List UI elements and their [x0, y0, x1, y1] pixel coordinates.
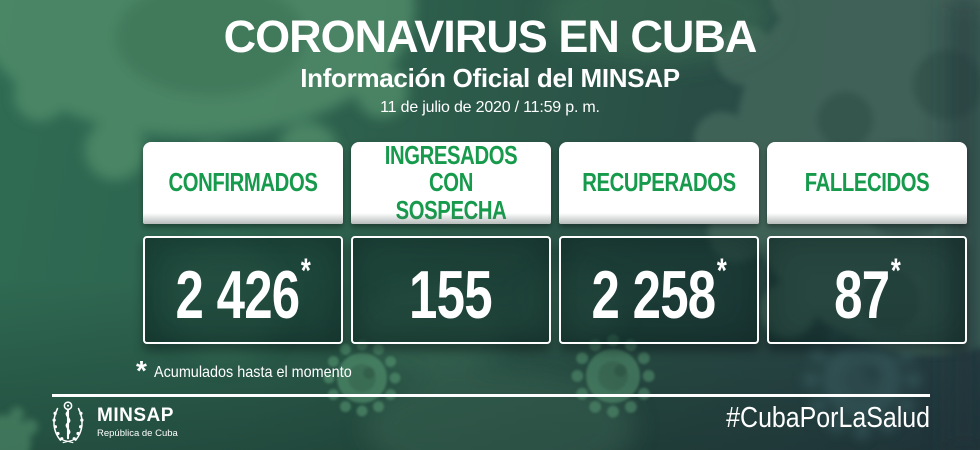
footnote-text: Acumulados hasta el momento: [153, 364, 352, 381]
stat-card-header: RECUPERADOS: [559, 142, 759, 224]
stat-label: FALLECIDOS: [804, 167, 930, 198]
logo-subtitle: República de Cuba: [97, 427, 178, 439]
stat-value-panel: 155: [351, 236, 551, 344]
logo-name: MINSAP: [97, 404, 174, 426]
hashtag: #CubaPorLaSalud: [726, 402, 930, 434]
minsap-caduceus-icon: [52, 401, 84, 444]
footer-divider: [52, 394, 930, 397]
page-subtitle: Información Oficial del MINSAP: [300, 62, 680, 93]
stats-row: CONFIRMADOS 2 426 * INGRESADOS CON SOSPE…: [143, 140, 967, 344]
stat-card-recuperados: RECUPERADOS 2 258 *: [559, 142, 759, 344]
stat-card-ingresados: INGRESADOS CON SOSPECHA 155: [351, 140, 551, 344]
asterisk-mark: *: [300, 252, 311, 291]
minsap-logo: MINSAP República de Cuba: [48, 400, 178, 444]
asterisk-mark: *: [890, 252, 901, 291]
stat-value-panel: 2 258 *: [559, 236, 759, 344]
asterisk-mark: *: [136, 355, 147, 386]
stat-label: RECUPERADOS: [582, 167, 736, 198]
stat-card-header: INGRESADOS CON SOSPECHA: [351, 140, 551, 225]
stat-value: 2 258: [591, 257, 716, 334]
stat-label: CONFIRMADOS: [168, 167, 318, 198]
stat-card-header: FALLECIDOS: [767, 142, 967, 224]
asterisk-mark: *: [716, 252, 727, 291]
stat-card-fallecidos: FALLECIDOS 87 *: [767, 142, 967, 344]
stat-value: 155: [408, 257, 493, 334]
stat-value-panel: 2 426 *: [143, 236, 343, 344]
stat-value: 87: [833, 257, 890, 334]
page-title: CORONAVIRUS EN CUBA: [223, 11, 758, 62]
stat-value-panel: 87 *: [767, 236, 967, 344]
stat-card-confirmados: CONFIRMADOS 2 426 *: [143, 142, 343, 344]
header: CORONAVIRUS EN CUBA Información Oficial …: [0, 14, 980, 117]
report-date: 11 de julio de 2020 / 11:59 p. m.: [380, 98, 600, 116]
logo-text: MINSAP República de Cuba: [97, 406, 178, 439]
stat-card-header: CONFIRMADOS: [143, 142, 343, 224]
footnote: * Acumulados hasta el momento: [136, 357, 374, 385]
stat-label: INGRESADOS CON SOSPECHA: [384, 140, 518, 225]
stat-value: 2 426: [175, 257, 300, 334]
